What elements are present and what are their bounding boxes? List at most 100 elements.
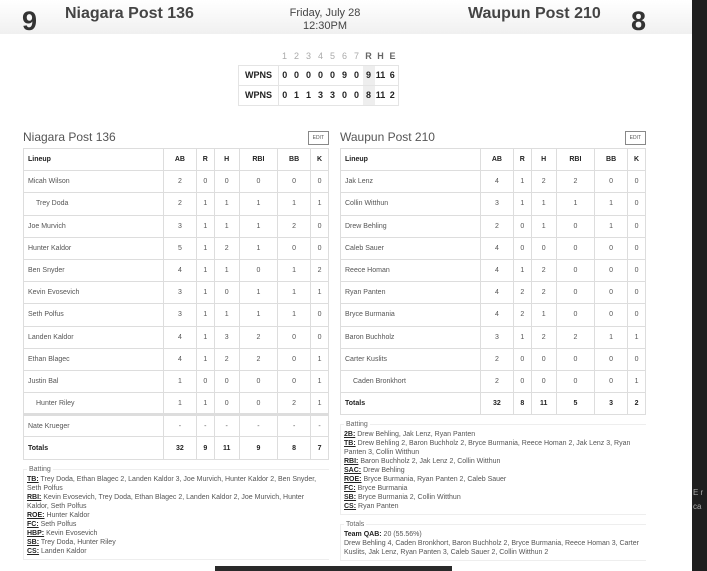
inning-score: 0 bbox=[302, 64, 315, 86]
stat-cell: - bbox=[213, 413, 240, 438]
inning-score: 0 bbox=[278, 84, 291, 106]
stat-cell: 0 bbox=[213, 392, 240, 416]
away-team-name: Waupun Post 210 bbox=[468, 5, 601, 22]
stat-cell: - bbox=[163, 413, 197, 438]
runs: 8 bbox=[362, 84, 375, 106]
inning-score: 0 bbox=[290, 64, 303, 86]
player-name[interactable]: Hunter Riley bbox=[23, 392, 164, 416]
stat-cell: 1 bbox=[512, 258, 532, 283]
player-name[interactable]: Ryan Panten bbox=[340, 281, 481, 305]
stat-cell: 2 bbox=[480, 347, 514, 371]
batting-note: 2B: Drew Behling, Jak Lenz, Ryan Panten bbox=[344, 430, 643, 439]
stat-label: FC: bbox=[344, 485, 356, 493]
stat-cell: 1 bbox=[512, 192, 532, 216]
player-name[interactable]: Hunter Kaldor bbox=[23, 236, 164, 260]
batting-note: ROE: Hunter Kaldor bbox=[27, 511, 326, 520]
stat-label: TB: bbox=[27, 475, 39, 483]
player-name[interactable]: Ethan Blagec bbox=[23, 347, 164, 371]
stat-cell: 1 bbox=[555, 192, 596, 216]
player-name[interactable]: Carter Kuslits bbox=[340, 347, 481, 371]
stat-players: Trey Doda, Hunter Riley bbox=[39, 538, 116, 546]
stat-players: Drew Behling 2, Baron Buchholz 2, Bryce … bbox=[344, 440, 631, 457]
stat-cell: 0 bbox=[555, 236, 596, 260]
column-header: H bbox=[530, 147, 557, 172]
stat-label: CS: bbox=[27, 547, 40, 555]
stat-cell: 0 bbox=[310, 214, 329, 238]
batting-note: CS: Landen Kaldor bbox=[27, 547, 326, 556]
player-name[interactable]: Caleb Sauer bbox=[340, 236, 481, 260]
stat-players: Landen Kaldor bbox=[39, 547, 87, 555]
player-name: Totals bbox=[340, 392, 481, 416]
stat-label: RBI: bbox=[344, 458, 359, 466]
stat-cell: 0 bbox=[512, 236, 532, 260]
stat-cell: 5 bbox=[163, 236, 197, 260]
player-name[interactable]: Baron Buchholz bbox=[340, 325, 481, 349]
stat-cell: 4 bbox=[480, 258, 514, 283]
column-header: Lineup bbox=[23, 147, 164, 172]
player-name[interactable]: Jak Lenz bbox=[340, 170, 481, 194]
player-row: Ben Snyder 4 1 1 0 1 2 bbox=[23, 258, 329, 283]
stat-cell: 9 bbox=[238, 436, 279, 460]
player-row: Micah Wilson 2 0 0 0 0 0 bbox=[23, 170, 329, 194]
stat-players: Seth Polfus bbox=[38, 520, 77, 528]
inning-score: 0 bbox=[350, 84, 363, 106]
edit-button[interactable]: EDIT bbox=[307, 131, 329, 145]
stat-cell: - bbox=[310, 413, 329, 438]
inning-score: 1 bbox=[302, 84, 315, 106]
stat-players: Drew Behling bbox=[361, 467, 405, 475]
stat-cell: 3 bbox=[213, 325, 240, 349]
player-name[interactable]: Trey Doda bbox=[23, 192, 164, 216]
batting-note: TB: Drew Behling 2, Baron Buchholz 2, Br… bbox=[344, 439, 643, 457]
inning-score: 0 bbox=[326, 64, 339, 86]
stat-cell: 4 bbox=[480, 303, 514, 327]
column-header: AB bbox=[163, 147, 197, 172]
player-name[interactable]: Collin Witthun bbox=[340, 192, 481, 216]
stat-cell: 0 bbox=[195, 369, 215, 394]
stat-cell: 1 bbox=[627, 325, 646, 349]
stat-cell: 1 bbox=[213, 303, 240, 327]
player-name[interactable]: Seth Polfus bbox=[23, 303, 164, 327]
stat-cell: 0 bbox=[238, 392, 279, 416]
player-name[interactable]: Micah Wilson bbox=[23, 170, 164, 194]
stat-cell: 3 bbox=[594, 392, 629, 416]
total-header: R bbox=[365, 51, 372, 62]
stat-label: ROE: bbox=[344, 476, 362, 484]
player-name[interactable]: Landen Kaldor bbox=[23, 325, 164, 349]
player-row: Landen Kaldor 4 1 3 2 0 0 bbox=[23, 325, 329, 349]
stat-cell: 0 bbox=[238, 369, 279, 394]
stat-cell: 32 bbox=[163, 436, 197, 460]
stat-cell: 1 bbox=[512, 170, 532, 194]
stat-cell: 1 bbox=[277, 281, 312, 305]
stat-cell: 2 bbox=[163, 170, 197, 194]
side-text: ca bbox=[693, 502, 702, 511]
stat-cell: 1 bbox=[277, 303, 312, 327]
edit-button[interactable]: EDIT bbox=[624, 131, 646, 145]
stat-cell: 1 bbox=[195, 236, 215, 260]
player-name[interactable]: Nate Krueger bbox=[23, 413, 164, 438]
player-name[interactable]: Kevin Evosevich bbox=[23, 281, 164, 305]
player-row: Ryan Panten 4 2 2 0 0 0 bbox=[340, 281, 646, 305]
inning-header: 2 bbox=[293, 51, 299, 62]
away-score: 8 bbox=[631, 6, 647, 36]
stat-players: Bryce Burmania bbox=[355, 485, 408, 493]
team-title: Waupun Post 210 bbox=[340, 130, 435, 144]
stat-cell: 1 bbox=[238, 303, 279, 327]
stat-cell: 1 bbox=[238, 281, 279, 305]
stat-cell: 0 bbox=[594, 369, 629, 394]
stat-cell: 1 bbox=[310, 347, 329, 371]
player-name[interactable]: Reece Homan bbox=[340, 258, 481, 283]
stat-cell: 0 bbox=[627, 192, 646, 216]
total-header: E bbox=[389, 51, 396, 62]
stat-cell: 2 bbox=[512, 303, 532, 327]
player-name[interactable]: Drew Behling bbox=[340, 214, 481, 238]
player-name[interactable]: Joe Murvich bbox=[23, 214, 164, 238]
stat-label: CS: bbox=[344, 503, 357, 511]
stat-cell: 2 bbox=[277, 214, 312, 238]
player-name[interactable]: Justin Bal bbox=[23, 369, 164, 394]
player-name[interactable]: Ben Snyder bbox=[23, 258, 164, 283]
stat-cell: - bbox=[238, 413, 279, 438]
player-name[interactable]: Caden Bronkhort bbox=[340, 369, 481, 394]
inning-score: 9 bbox=[338, 64, 351, 86]
stat-cell: 9 bbox=[195, 436, 215, 460]
player-name[interactable]: Bryce Burmania bbox=[340, 303, 481, 327]
